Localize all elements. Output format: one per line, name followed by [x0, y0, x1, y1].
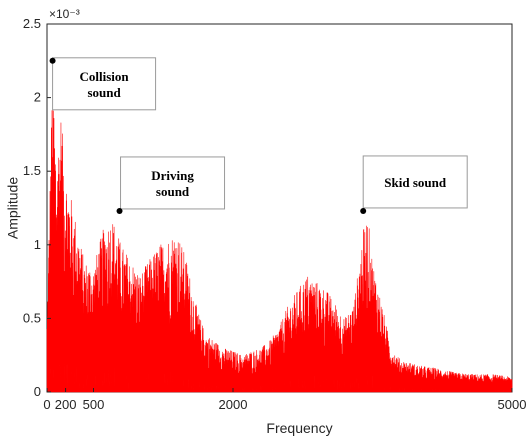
y-tick-label: 1 [34, 237, 41, 252]
y-tick-label: 2.5 [23, 16, 41, 31]
series-0-spectrum [46, 74, 513, 393]
ticks-layer: 0 200 500 2000 5000 0 0.5 1 1.5 2 2.5 [23, 16, 526, 412]
annotation-box [52, 57, 157, 111]
x-tick-label: 0 [43, 397, 50, 412]
annotation-point-marker [360, 207, 367, 214]
y-tick-label: 2 [34, 90, 41, 105]
x-axis-title: Frequency [266, 420, 332, 436]
annotation-point-marker [116, 207, 123, 214]
y-axis-exponent: ×10⁻³ [49, 7, 80, 21]
annotation-text: Driving [151, 168, 194, 183]
annotation-2: Skid sound [360, 155, 468, 214]
annotation-point-marker [49, 57, 56, 64]
y-tick-label: 0.5 [23, 310, 41, 325]
y-tick-label: 1.5 [23, 163, 41, 178]
annotation-text: sound [87, 85, 121, 100]
x-tick-label: 500 [83, 397, 105, 412]
series-layer [46, 74, 513, 393]
x-tick-label: 200 [55, 397, 77, 412]
x-tick-label: 5000 [498, 397, 526, 412]
annotation-text: sound [156, 184, 190, 199]
y-tick-label: 0 [34, 384, 41, 399]
annotation-text: Skid sound [384, 175, 447, 190]
annotation-text: Collision [80, 69, 130, 84]
annotation-box [362, 155, 468, 209]
y-axis-title: Amplitude [5, 177, 21, 239]
x-tick-label: 2000 [219, 397, 248, 412]
annotation-box [120, 156, 226, 210]
